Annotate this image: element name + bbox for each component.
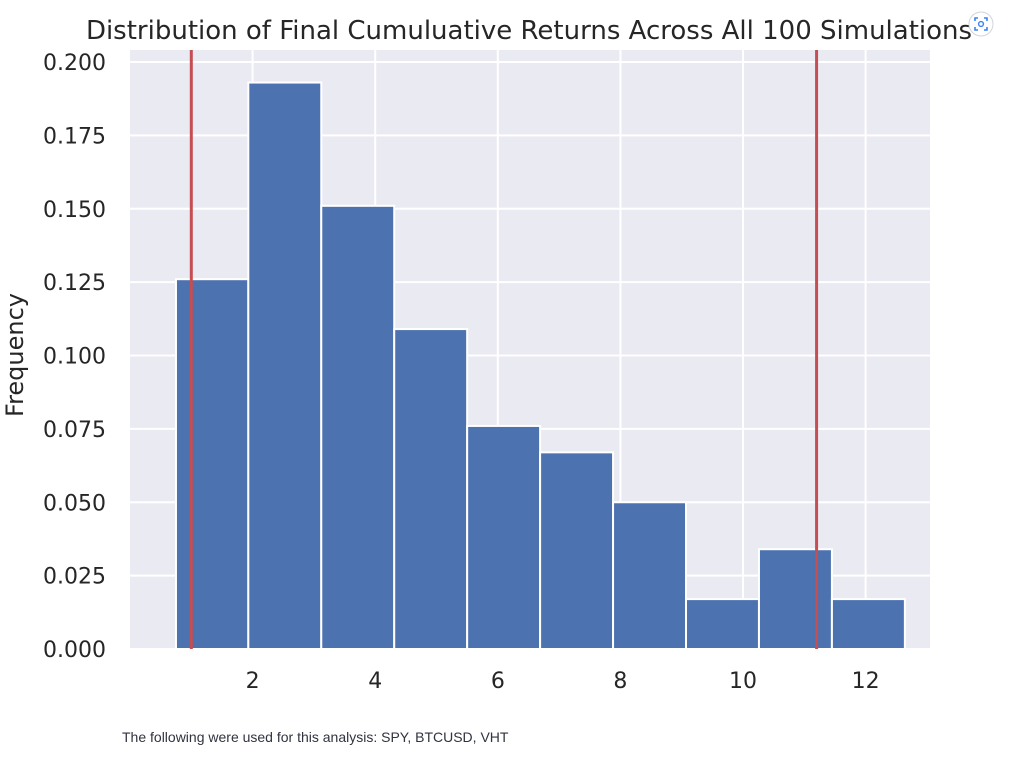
histogram-bar — [757, 548, 833, 651]
x-tick-label: 6 — [491, 669, 505, 694]
x-tick-label: 2 — [246, 669, 260, 694]
y-tick-label: 0.125 — [43, 271, 106, 296]
chart-title: Distribution of Final Cumuluative Return… — [86, 16, 972, 46]
histogram-bar — [393, 328, 469, 650]
y-tick-label: 0.075 — [43, 418, 106, 443]
histogram-bar — [830, 598, 906, 650]
x-tick-label: 10 — [729, 669, 757, 694]
fullscreen-button[interactable] — [966, 10, 996, 38]
histogram-bar — [320, 204, 396, 650]
y-tick-labels: 0.000 0.025 0.050 0.075 0.100 0.125 0.150 0.175… — [43, 51, 106, 663]
x-tick-label: 12 — [852, 669, 880, 694]
fullscreen-icon — [968, 11, 994, 37]
x-tick-labels: 2 4 6 8 10 12 — [246, 669, 880, 694]
y-axis-label: Frequency — [1, 293, 29, 417]
y-tick-label: 0.000 — [43, 638, 106, 663]
analysis-caption: The following were used for this analysi… — [122, 729, 509, 745]
histogram-bar — [539, 451, 615, 651]
y-tick-label: 0.050 — [43, 491, 106, 516]
histogram-bar — [247, 81, 323, 651]
histogram-bars — [174, 81, 906, 651]
histogram-bar — [685, 598, 760, 650]
y-tick-label: 0.200 — [43, 51, 106, 76]
x-tick-label: 8 — [613, 669, 627, 694]
y-tick-label: 0.175 — [43, 124, 106, 149]
y-tick-label: 0.150 — [43, 198, 106, 223]
histogram-bar — [174, 278, 250, 650]
histogram-bar — [612, 501, 688, 650]
x-tick-label: 4 — [368, 669, 382, 694]
histogram-bar — [466, 424, 542, 650]
histogram-chart: 0.000 0.025 0.050 0.075 0.100 0.125 0.150 0.175… — [1, 16, 972, 694]
reference-lines — [189, 50, 819, 649]
y-tick-label: 0.100 — [43, 345, 106, 370]
y-tick-label: 0.025 — [43, 565, 106, 590]
